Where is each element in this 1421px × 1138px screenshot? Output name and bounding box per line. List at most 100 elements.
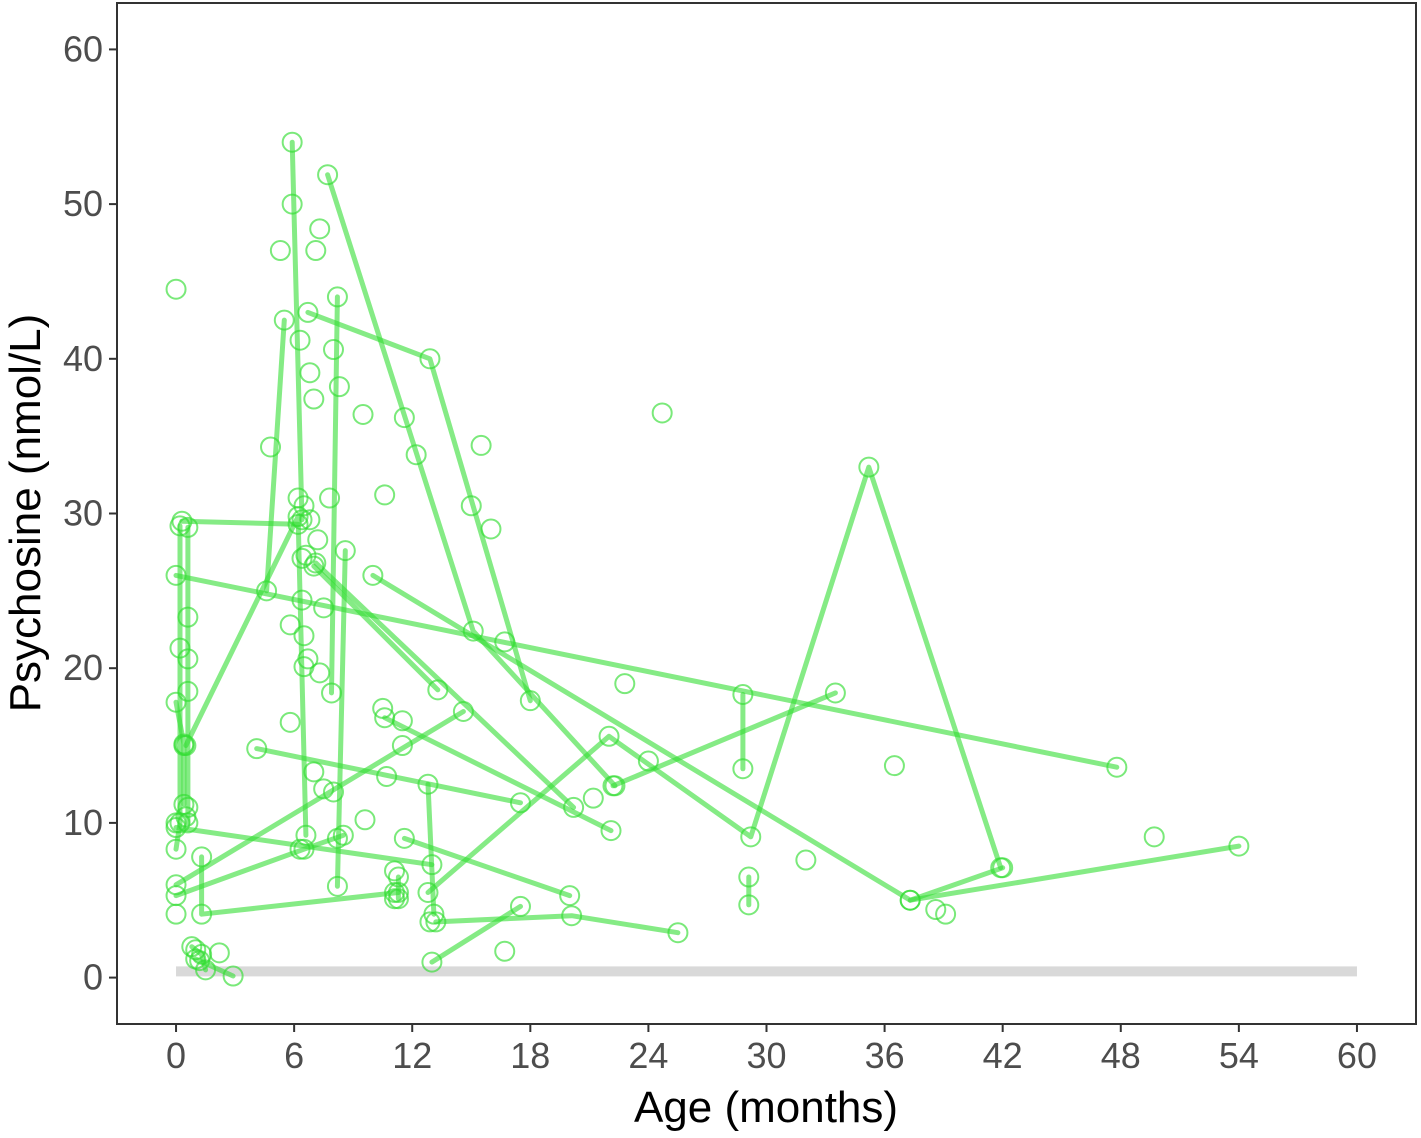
data-point-series-3-3 (177, 648, 199, 670)
data-point-series-14-2 (291, 509, 313, 531)
data-point-55 (883, 755, 905, 777)
data-point-series-26-3 (740, 826, 762, 848)
series-line-29 (429, 903, 523, 965)
data-point-5 (309, 218, 331, 240)
data-point-9 (323, 339, 344, 361)
data-point-series-24-2 (559, 885, 581, 907)
data-point-53 (494, 940, 516, 962)
series-line-1 (179, 518, 301, 527)
data-point-series-16-1 (297, 301, 319, 323)
data-point-49 (384, 882, 406, 904)
x-tick-label-0: 0 (166, 1035, 186, 1076)
data-point-series-7-2 (421, 854, 443, 876)
data-point-series-2-1 (165, 564, 187, 586)
data-point-28 (293, 625, 315, 647)
data-point-series-29-2 (509, 895, 531, 917)
series-line-6 (183, 514, 309, 838)
data-point-47 (289, 838, 311, 860)
data-point-series-32-1 (899, 889, 921, 911)
data-point-series-13-1 (256, 580, 278, 602)
series-line-19 (313, 560, 577, 810)
y-tick-label-40: 40 (63, 338, 103, 379)
data-point-series-26-4 (858, 456, 880, 478)
data-point-32 (297, 648, 319, 670)
x-tick-label-48: 48 (1101, 1035, 1141, 1076)
data-point-65 (189, 950, 211, 972)
data-point-series-17-2 (321, 682, 343, 704)
y-tick-label-60: 60 (63, 28, 103, 69)
data-point-62 (173, 735, 195, 757)
data-point-48 (326, 827, 348, 849)
data-point-18 (299, 509, 321, 531)
data-point-61 (175, 806, 197, 828)
data-point-series-5-1 (169, 515, 191, 537)
series-line-23 (382, 715, 614, 834)
data-point-17 (293, 495, 315, 517)
y-axis-title: Psychosine (nmol/L) (1, 314, 50, 713)
series-line-26 (425, 464, 1004, 895)
data-point-series-32-2 (1228, 835, 1250, 857)
data-point-series-3-4 (177, 680, 199, 702)
data-point-25 (295, 544, 317, 566)
series-line-10 (199, 854, 401, 917)
data-point-64 (185, 939, 207, 961)
data-point-series-20-2 (326, 875, 348, 897)
data-point-series-2-2 (1106, 756, 1128, 778)
data-point-12 (393, 407, 415, 429)
data-point-series-20-1 (334, 540, 356, 562)
data-point-24 (291, 547, 313, 569)
data-point-series-30-1 (732, 683, 754, 705)
x-tick-label-12: 12 (392, 1035, 432, 1076)
data-point-series-4-1 (165, 691, 187, 713)
data-point-series-24-1 (393, 827, 415, 849)
data-point-14 (260, 436, 282, 458)
x-tick-label-54: 54 (1219, 1035, 1259, 1076)
axes: 0 6 12 18 24 30 36 42 48 54 60 0 10 20 30 40 50 60 (63, 28, 1377, 1076)
series-line-18 (311, 563, 441, 693)
data-point-series-10-1 (191, 846, 213, 868)
data-point-series-28-2 (561, 905, 583, 927)
x-tick-label-42: 42 (983, 1035, 1023, 1076)
data-point-series-19-2 (563, 796, 585, 818)
data-point-51 (384, 860, 406, 882)
series-line-16 (305, 309, 533, 704)
y-tick-label-30: 30 (63, 493, 103, 534)
data-point-41 (376, 765, 398, 787)
data-point-20 (460, 495, 482, 517)
data-point-series-5-4 (165, 838, 187, 860)
x-tick-label-30: 30 (746, 1035, 786, 1076)
data-point-series-1-2 (287, 513, 309, 535)
data-point-39 (391, 710, 413, 732)
data-point-56 (925, 899, 947, 921)
data-point-series-27-2 (824, 682, 846, 704)
data-point-3 (281, 193, 303, 215)
data-point-7 (299, 362, 321, 384)
data-point-series-15-1 (317, 164, 339, 186)
data-point-10 (328, 376, 350, 398)
data-point-52 (419, 911, 441, 933)
data-point-series-3-2 (177, 606, 199, 628)
x-tick-label-24: 24 (628, 1035, 668, 1076)
data-point-series-14-1 (281, 131, 303, 153)
data-point-series-8-2 (452, 701, 474, 723)
data-point-series-22-1 (246, 738, 268, 760)
data-point-38 (372, 697, 394, 719)
series-line-28 (433, 913, 681, 936)
data-point-27 (279, 614, 301, 636)
data-point-series-25-1 (417, 773, 439, 795)
data-point-34 (303, 761, 325, 783)
data-point-22 (480, 518, 502, 540)
data-point-series-22-2 (509, 792, 531, 814)
data-point-series-15-2 (462, 620, 484, 642)
data-point-26 (313, 597, 335, 619)
data-point-series-26-2 (598, 725, 620, 747)
data-point-58 (1143, 826, 1165, 848)
data-point-36 (323, 781, 344, 803)
data-point-series-5-2 (169, 637, 191, 659)
data-point-series-13-2 (273, 309, 295, 331)
data-point-series-33-1 (387, 866, 409, 888)
x-tick-label-36: 36 (865, 1035, 905, 1076)
data-point-45 (582, 787, 604, 809)
data-point-29 (279, 711, 301, 733)
data-point-13 (405, 444, 427, 466)
